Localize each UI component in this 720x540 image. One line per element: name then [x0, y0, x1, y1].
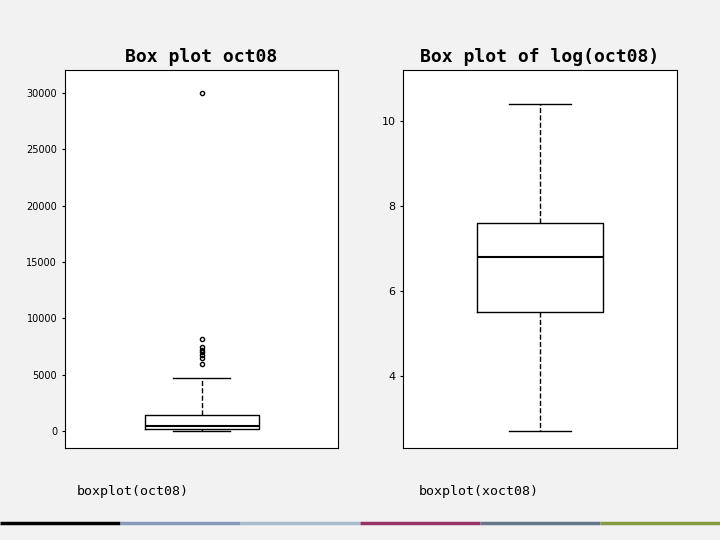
- Text: boxplot(oct08): boxplot(oct08): [77, 485, 189, 498]
- Title: Box plot oct08: Box plot oct08: [125, 48, 278, 66]
- Text: boxplot(xoct08): boxplot(xoct08): [419, 485, 539, 498]
- Title: Box plot of log(oct08): Box plot of log(oct08): [420, 48, 660, 66]
